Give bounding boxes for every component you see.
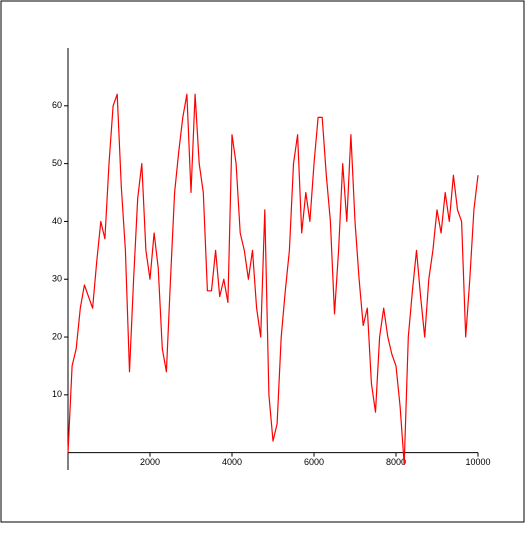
x-tick-label: 2000 [140, 457, 160, 467]
x-tick-label: 8000 [386, 457, 406, 467]
x-tick-label: 4000 [222, 457, 242, 467]
series-line [67, 93, 479, 465]
y-tick-label: 20 [52, 331, 62, 341]
x-tick-label: 6000 [304, 457, 324, 467]
frame [0, 0, 525, 523]
y-tick-label: 60 [52, 100, 62, 110]
x-tick-label: 10000 [465, 457, 490, 467]
y-tick-label: 40 [52, 216, 62, 226]
y-tick-label: 10 [52, 389, 62, 399]
y-tick-label: 30 [52, 274, 62, 284]
y-tick-label: 50 [52, 158, 62, 168]
